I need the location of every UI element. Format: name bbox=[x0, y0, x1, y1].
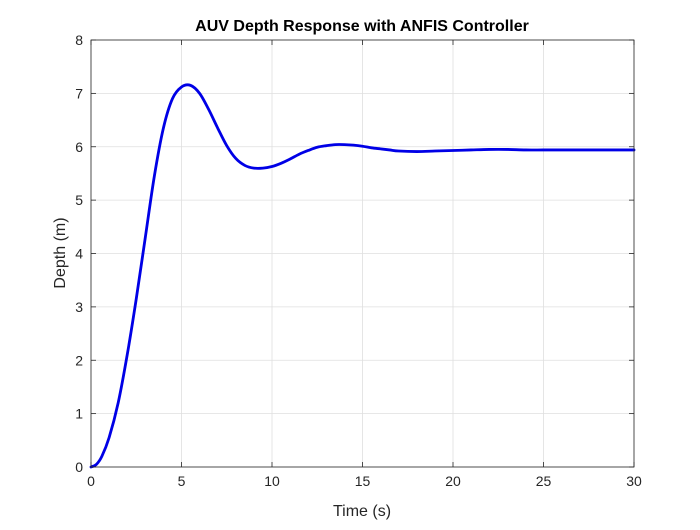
tick-labels: 0 5 10 15 20 25 30 0 1 2 3 4 5 6 7 8 bbox=[75, 32, 642, 489]
chart-title: AUV Depth Response with ANFIS Controller bbox=[195, 18, 529, 35]
y-tick-label: 1 bbox=[75, 406, 83, 422]
x-tick-label: 30 bbox=[626, 473, 642, 489]
x-tick-label: 25 bbox=[536, 473, 552, 489]
y-tick-label: 2 bbox=[75, 352, 83, 368]
x-tick-label: 10 bbox=[264, 473, 280, 489]
series-layer bbox=[89, 83, 636, 469]
y-tick-label: 8 bbox=[75, 32, 83, 48]
y-tick-label: 3 bbox=[75, 299, 83, 315]
x-tick-label: 0 bbox=[87, 473, 95, 489]
x-axis-title: Time (s) bbox=[333, 503, 391, 520]
x-tick-label: 20 bbox=[445, 473, 461, 489]
y-axis-title: Depth (m) bbox=[52, 217, 69, 288]
y-tick-label: 4 bbox=[75, 246, 83, 262]
y-tick-label: 0 bbox=[75, 459, 83, 475]
y-tick-label: 7 bbox=[75, 85, 83, 101]
x-tick-label: 15 bbox=[355, 473, 371, 489]
series-line-0 bbox=[89, 83, 636, 469]
x-tick-label: 5 bbox=[178, 473, 186, 489]
y-tick-label: 6 bbox=[75, 139, 83, 155]
ticks bbox=[90, 39, 635, 468]
y-tick-label: 5 bbox=[75, 192, 83, 208]
